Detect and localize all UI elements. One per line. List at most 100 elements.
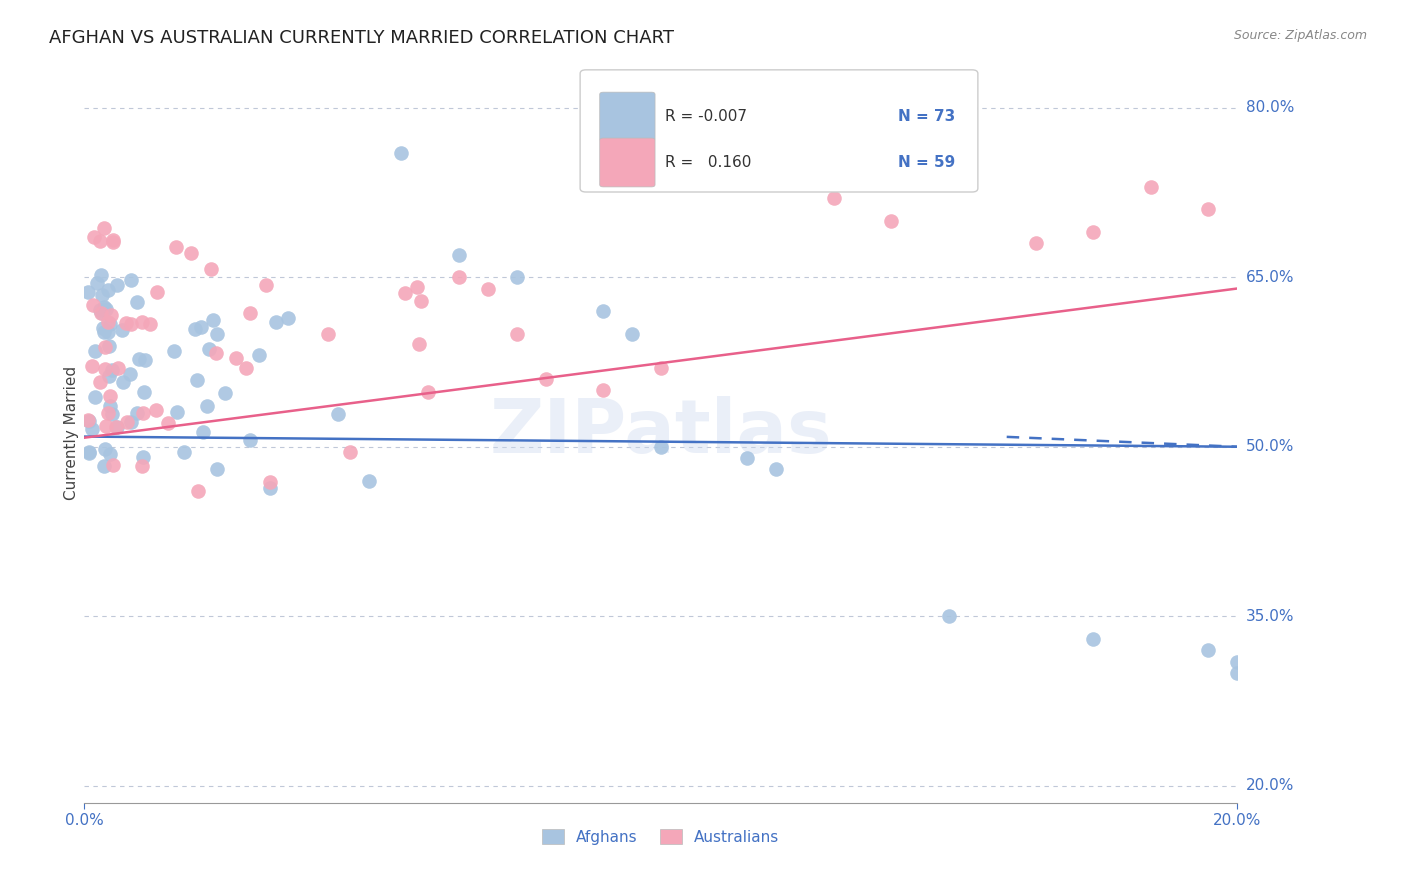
Point — [207, 326, 229, 341]
Point — [105, 419, 128, 434]
Point — [214, 386, 236, 401]
Point — [145, 285, 167, 299]
Point — [89, 302, 111, 317]
Text: AFGHAN VS AUSTRALIAN CURRENTLY MARRIED CORRELATION CHART: AFGHAN VS AUSTRALIAN CURRENTLY MARRIED C… — [49, 29, 675, 46]
Point — [93, 325, 115, 339]
Point — [107, 360, 129, 375]
Point — [94, 302, 117, 317]
Point — [100, 308, 122, 322]
Point — [98, 399, 121, 413]
Point — [1025, 236, 1047, 251]
Point — [91, 321, 114, 335]
Point — [77, 413, 100, 427]
Point — [650, 440, 672, 454]
Point — [98, 447, 121, 461]
Point — [125, 295, 148, 310]
FancyBboxPatch shape — [600, 138, 655, 187]
Point — [120, 317, 142, 331]
Text: R = -0.007: R = -0.007 — [665, 109, 748, 124]
Point — [93, 442, 115, 456]
Point — [90, 268, 112, 283]
Point — [416, 385, 439, 400]
Text: R =   0.160: R = 0.160 — [665, 155, 752, 170]
Text: ZIPatlas: ZIPatlas — [489, 396, 832, 469]
Point — [411, 293, 433, 308]
Point — [239, 305, 262, 319]
Point — [82, 298, 104, 312]
Point — [94, 361, 117, 376]
Point — [77, 445, 100, 459]
Point — [1083, 225, 1105, 239]
Point — [391, 145, 413, 160]
Point — [225, 351, 247, 365]
Legend: Afghans, Australians: Afghans, Australians — [536, 823, 786, 851]
Point — [90, 306, 112, 320]
Point — [97, 406, 120, 420]
Point — [96, 315, 118, 329]
Point — [737, 451, 759, 466]
Point — [449, 247, 471, 261]
Text: 35.0%: 35.0% — [1246, 609, 1294, 624]
Point — [120, 415, 142, 429]
Point — [184, 322, 207, 336]
Point — [89, 375, 111, 389]
Point — [94, 340, 117, 354]
Point — [173, 444, 195, 458]
Point — [339, 445, 361, 459]
Point — [408, 337, 430, 351]
Point — [204, 346, 226, 360]
Point — [259, 475, 281, 490]
Point — [90, 287, 112, 301]
Point — [506, 326, 529, 341]
Point — [201, 312, 224, 326]
Text: 50.0%: 50.0% — [1246, 439, 1294, 454]
Point — [77, 285, 100, 299]
Point — [156, 416, 179, 430]
Point — [83, 391, 105, 405]
Text: N = 59: N = 59 — [897, 155, 955, 170]
Point — [111, 322, 134, 336]
Point — [77, 445, 100, 459]
Point — [128, 352, 150, 367]
Text: N = 73: N = 73 — [897, 109, 955, 124]
Point — [195, 399, 218, 413]
Point — [1140, 179, 1163, 194]
Point — [98, 368, 121, 383]
Point — [938, 609, 960, 624]
Point — [190, 320, 212, 334]
Point — [103, 235, 125, 250]
Point — [131, 450, 153, 464]
Point — [132, 405, 155, 419]
Point — [180, 245, 202, 260]
Point — [82, 422, 104, 436]
Point — [139, 317, 162, 331]
Point — [86, 276, 108, 290]
Point — [1226, 665, 1249, 680]
Point — [277, 310, 299, 325]
Point — [131, 315, 153, 329]
Point — [534, 372, 557, 386]
Point — [765, 462, 787, 476]
Point — [328, 407, 350, 421]
Point — [1198, 643, 1220, 657]
Text: Source: ZipAtlas.com: Source: ZipAtlas.com — [1233, 29, 1367, 42]
Point — [621, 326, 644, 341]
Y-axis label: Currently Married: Currently Married — [63, 366, 79, 500]
Point — [118, 367, 141, 381]
Point — [259, 481, 281, 495]
Text: 20.0%: 20.0% — [1246, 779, 1294, 793]
Point — [120, 272, 142, 286]
Point — [82, 359, 104, 373]
Point — [97, 283, 120, 297]
Point — [166, 405, 188, 419]
Point — [187, 484, 209, 499]
Point — [254, 278, 277, 293]
Point — [359, 475, 381, 489]
Point — [101, 363, 124, 377]
Point — [163, 344, 186, 359]
Point — [83, 344, 105, 359]
Point — [449, 270, 471, 285]
Point — [105, 420, 128, 434]
Point — [264, 315, 287, 329]
Point — [165, 239, 187, 253]
